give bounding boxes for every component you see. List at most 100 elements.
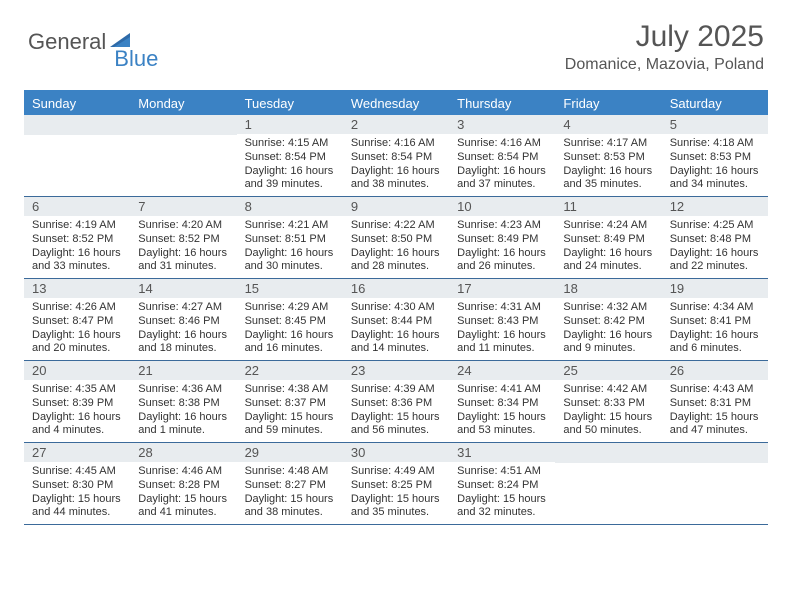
calendar-cell: 26Sunrise: 4:43 AMSunset: 8:31 PMDayligh… (662, 361, 768, 442)
day-details: Sunrise: 4:31 AMSunset: 8:43 PMDaylight:… (449, 298, 555, 360)
day-header-cell: Thursday (449, 92, 555, 115)
calendar-cell (130, 115, 236, 196)
day-number: 2 (343, 115, 449, 134)
day-number: 23 (343, 361, 449, 380)
day-number: 26 (662, 361, 768, 380)
calendar-cell: 15Sunrise: 4:29 AMSunset: 8:45 PMDayligh… (237, 279, 343, 360)
calendar-cell (555, 443, 661, 524)
daylight-text: Daylight: 16 hours and 16 minutes. (245, 329, 335, 357)
calendar-cell: 9 Sunrise: 4:22 AMSunset: 8:50 PMDaylight… (343, 197, 449, 278)
daylight-text: Daylight: 16 hours and 31 minutes. (138, 247, 228, 275)
day-number: 14 (130, 279, 236, 298)
sunrise-text: Sunrise: 4:25 AM (670, 219, 760, 233)
sunrise-text: Sunrise: 4:41 AM (457, 383, 547, 397)
calendar-cell: 13Sunrise: 4:26 AMSunset: 8:47 PMDayligh… (24, 279, 130, 360)
calendar-cell: 12Sunrise: 4:25 AMSunset: 8:48 PMDayligh… (662, 197, 768, 278)
sunrise-text: Sunrise: 4:31 AM (457, 301, 547, 315)
day-number: 20 (24, 361, 130, 380)
calendar-cell: 18Sunrise: 4:32 AMSunset: 8:42 PMDayligh… (555, 279, 661, 360)
sunset-text: Sunset: 8:52 PM (32, 233, 122, 247)
sunrise-text: Sunrise: 4:51 AM (457, 465, 547, 479)
sunrise-text: Sunrise: 4:42 AM (563, 383, 653, 397)
day-number: 8 (237, 197, 343, 216)
week-row: 6Sunrise: 4:19 AMSunset: 8:52 PMDaylight… (24, 197, 768, 279)
empty-day (662, 443, 768, 463)
day-number: 11 (555, 197, 661, 216)
day-details: Sunrise: 4:48 AMSunset: 8:27 PMDaylight:… (237, 462, 343, 524)
day-details: Sunrise: 4:23 AMSunset: 8:49 PMDaylight:… (449, 216, 555, 278)
calendar-cell: 8Sunrise: 4:21 AMSunset: 8:51 PMDaylight… (237, 197, 343, 278)
sunrise-text: Sunrise: 4:43 AM (670, 383, 760, 397)
sunrise-text: Sunrise: 4:39 AM (351, 383, 441, 397)
sunset-text: Sunset: 8:44 PM (351, 315, 441, 329)
daylight-text: Daylight: 16 hours and 1 minute. (138, 411, 228, 439)
sunrise-text: Sunrise: 4:24 AM (563, 219, 653, 233)
sunrise-text: Sunrise: 4:34 AM (670, 301, 760, 315)
sunrise-text: Sunrise: 4:27 AM (138, 301, 228, 315)
day-number: 19 (662, 279, 768, 298)
sunrise-text: Sunrise: 4:22 AM (351, 219, 441, 233)
day-details: Sunrise: 4:24 AMSunset: 8:49 PMDaylight:… (555, 216, 661, 278)
daylight-text: Daylight: 16 hours and 18 minutes. (138, 329, 228, 357)
sunrise-text: Sunrise: 4:18 AM (670, 137, 760, 151)
day-details: Sunrise: 4:18 AMSunset: 8:53 PMDaylight:… (662, 134, 768, 196)
sunset-text: Sunset: 8:31 PM (670, 397, 760, 411)
calendar-cell: 6Sunrise: 4:19 AMSunset: 8:52 PMDaylight… (24, 197, 130, 278)
sunrise-text: Sunrise: 4:16 AM (457, 137, 547, 151)
daylight-text: Daylight: 16 hours and 28 minutes. (351, 247, 441, 275)
logo-word-1: General (28, 29, 106, 55)
daylight-text: Daylight: 16 hours and 9 minutes. (563, 329, 653, 357)
day-details: Sunrise: 4:29 AMSunset: 8:45 PMDaylight:… (237, 298, 343, 360)
daylight-text: Daylight: 15 hours and 41 minutes. (138, 493, 228, 521)
day-details: Sunrise: 4:16 AMSunset: 8:54 PMDaylight:… (343, 134, 449, 196)
sunrise-text: Sunrise: 4:23 AM (457, 219, 547, 233)
day-number: 1 (237, 115, 343, 134)
day-details: Sunrise: 4:45 AMSunset: 8:30 PMDaylight:… (24, 462, 130, 524)
day-number: 29 (237, 443, 343, 462)
week-row: 27Sunrise: 4:45 AMSunset: 8:30 PMDayligh… (24, 443, 768, 525)
day-header-cell: Sunday (24, 92, 130, 115)
daylight-text: Daylight: 16 hours and 20 minutes. (32, 329, 122, 357)
sunset-text: Sunset: 8:34 PM (457, 397, 547, 411)
sunset-text: Sunset: 8:42 PM (563, 315, 653, 329)
sunset-text: Sunset: 8:45 PM (245, 315, 335, 329)
day-number: 15 (237, 279, 343, 298)
day-details: Sunrise: 4:27 AMSunset: 8:46 PMDaylight:… (130, 298, 236, 360)
sunset-text: Sunset: 8:39 PM (32, 397, 122, 411)
day-number: 18 (555, 279, 661, 298)
day-details: Sunrise: 4:21 AMSunset: 8:51 PMDaylight:… (237, 216, 343, 278)
sunrise-text: Sunrise: 4:29 AM (245, 301, 335, 315)
header: General Blue July 2025 Domanice, Mazovia… (0, 0, 792, 82)
calendar-cell (662, 443, 768, 524)
day-details: Sunrise: 4:42 AMSunset: 8:33 PMDaylight:… (555, 380, 661, 442)
sunset-text: Sunset: 8:33 PM (563, 397, 653, 411)
sunset-text: Sunset: 8:49 PM (457, 233, 547, 247)
daylight-text: Daylight: 15 hours and 38 minutes. (245, 493, 335, 521)
calendar-cell (24, 115, 130, 196)
daylight-text: Daylight: 16 hours and 11 minutes. (457, 329, 547, 357)
sunrise-text: Sunrise: 4:36 AM (138, 383, 228, 397)
week-row: 20Sunrise: 4:35 AMSunset: 8:39 PMDayligh… (24, 361, 768, 443)
sunrise-text: Sunrise: 4:15 AM (245, 137, 335, 151)
sunset-text: Sunset: 8:51 PM (245, 233, 335, 247)
sunset-text: Sunset: 8:53 PM (563, 151, 653, 165)
daylight-text: Daylight: 15 hours and 32 minutes. (457, 493, 547, 521)
sunset-text: Sunset: 8:46 PM (138, 315, 228, 329)
sunset-text: Sunset: 8:41 PM (670, 315, 760, 329)
day-details: Sunrise: 4:16 AMSunset: 8:54 PMDaylight:… (449, 134, 555, 196)
day-header-cell: Monday (130, 92, 236, 115)
sunrise-text: Sunrise: 4:21 AM (245, 219, 335, 233)
calendar-cell: 10Sunrise: 4:23 AMSunset: 8:49 PMDayligh… (449, 197, 555, 278)
day-header-cell: Wednesday (343, 92, 449, 115)
sunset-text: Sunset: 8:28 PM (138, 479, 228, 493)
day-number: 24 (449, 361, 555, 380)
daylight-text: Daylight: 16 hours and 6 minutes. (670, 329, 760, 357)
sunset-text: Sunset: 8:52 PM (138, 233, 228, 247)
day-number: 9 (343, 197, 449, 216)
sunset-text: Sunset: 8:50 PM (351, 233, 441, 247)
day-details: Sunrise: 4:35 AMSunset: 8:39 PMDaylight:… (24, 380, 130, 442)
daylight-text: Daylight: 16 hours and 37 minutes. (457, 165, 547, 193)
sunset-text: Sunset: 8:53 PM (670, 151, 760, 165)
day-number: 22 (237, 361, 343, 380)
day-header-cell: Saturday (662, 92, 768, 115)
